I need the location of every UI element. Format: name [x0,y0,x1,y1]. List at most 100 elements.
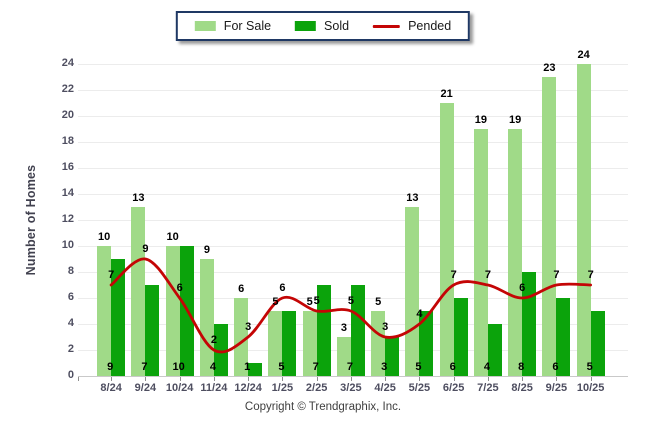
sold-value-label: 6 [449,361,456,373]
pended-line-swatch-icon [373,24,401,28]
x-axis-tick [213,377,215,381]
pended-value-label: 9 [142,243,149,255]
x-tick-label: 9/24 [134,382,157,394]
for-sale-value-label: 19 [509,114,522,126]
sold-value-label: 7 [141,361,148,373]
x-axis-tick [179,377,181,381]
y-axis-title: Number of Homes [24,164,38,276]
for-sale-value-label: 19 [474,114,487,126]
sold-value-label: 4 [483,361,490,373]
copyright-text: Copyright © Trendgraphix, Inc. [244,401,402,413]
pended-value-label: 7 [108,269,115,281]
legend-item-sold: Sold [295,19,349,33]
y-gridline [78,142,628,143]
x-axis-tick [487,377,489,381]
y-tick-label: 16 [61,161,74,173]
y-tick-label: 6 [67,291,74,303]
x-tick-label: 2/25 [305,382,328,394]
x-tick-label: 8/25 [511,382,533,394]
x-axis-tick [385,377,387,381]
for-sale-value-label: 21 [440,88,453,100]
x-axis-tick [282,377,284,381]
bar-for-sale [131,207,146,376]
for-sale-value-label: 10 [98,231,111,243]
legend: For Sale Sold Pended [175,11,471,41]
x-axis-tick [556,377,558,381]
sold-value-label: 5 [278,361,285,373]
y-gridline [78,116,628,117]
x-tick-label: 1/25 [271,382,294,394]
x-tick-label: 5/25 [408,382,431,394]
y-tick-label: 2 [67,343,74,355]
x-axis-tick [590,377,592,381]
y-tick-label: 10 [61,239,74,251]
pended-value-label: 5 [347,295,354,307]
legend-item-for-sale: For Sale [194,19,272,33]
x-axis-tick [248,377,250,381]
x-tick-label: 4/25 [374,382,396,394]
y-gridline [78,246,628,247]
sold-value-label: 3 [381,361,388,373]
pended-value-label: 5 [313,295,320,307]
pended-value-label: 6 [519,282,526,294]
pended-value-label: 7 [587,269,594,281]
y-tick-label: 0 [67,369,74,381]
x-axis-tick [419,377,421,381]
y-tick-label: 20 [61,109,74,121]
legend-item-pended: Pended [373,19,451,33]
x-tick-label: 8/24 [100,382,122,394]
x-tick-label: 12/24 [234,382,262,394]
legend-label-for-sale: For Sale [223,19,272,33]
pended-value-label: 3 [245,321,252,333]
y-gridline [78,194,628,195]
for-sale-value-label: 13 [132,192,145,204]
y-tick-label: 18 [61,135,74,147]
sold-value-label: 6 [552,361,559,373]
pended-value-label: 4 [416,308,423,320]
sold-value-label: 5 [586,361,593,373]
sold-value-label: 1 [244,361,251,373]
y-gridline [78,220,628,221]
y-gridline [78,64,628,65]
pended-value-label: 7 [553,269,560,281]
sold-swatch-icon [295,21,317,31]
y-gridline [78,168,628,169]
y-gridline [78,90,628,91]
legend-label-sold: Sold [324,19,350,33]
bar-sold [248,363,263,376]
bar-sold [179,246,194,376]
sold-value-label: 9 [107,361,114,373]
bar-for-sale [97,246,112,376]
bar-for-sale [165,246,180,376]
x-axis-tick [350,377,352,381]
y-tick-label: 24 [61,57,74,69]
y-tick-label: 22 [61,83,74,95]
pended-value-label: 7 [484,269,491,281]
x-axis-tick [522,377,524,381]
y-tick-label: 4 [67,317,74,329]
bar-sold [590,311,605,376]
for-sale-value-label: 10 [166,231,179,243]
for-sale-swatch-icon [194,21,216,31]
x-axis-tick [78,377,79,381]
x-tick-label: 11/24 [200,382,228,394]
y-tick-label: 14 [61,187,74,199]
sold-value-label: 10 [172,361,185,373]
bar-for-sale [508,129,523,376]
bar-for-sale [199,259,214,376]
for-sale-value-label: 9 [203,244,210,256]
x-tick-label: 9/25 [545,382,568,394]
x-tick-label: 7/25 [477,382,499,394]
y-tick-label: 8 [67,265,74,277]
y-tick-label: 12 [61,213,74,225]
for-sale-value-label: 24 [577,49,590,61]
pended-value-label: 7 [450,269,457,281]
pended-value-label: 6 [176,282,183,294]
bar-for-sale [405,207,420,376]
x-axis-tick [111,377,113,381]
sold-value-label: 8 [518,361,525,373]
for-sale-value-label: 5 [272,296,279,308]
pended-value-label: 3 [382,321,389,333]
legend-label-pended: Pended [408,19,452,33]
